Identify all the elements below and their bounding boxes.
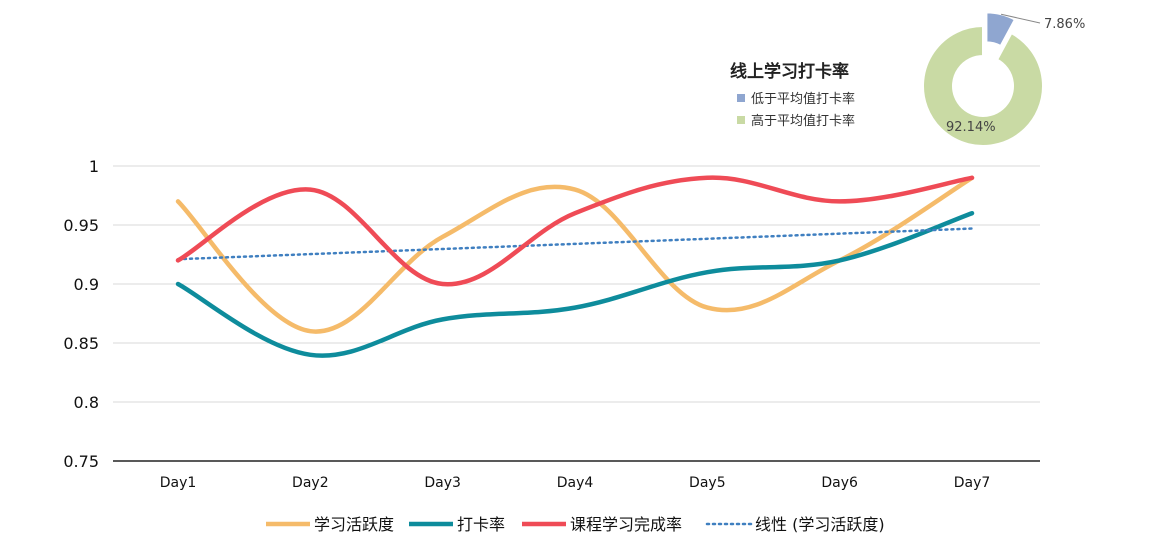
x-axis-ticks: Day1 Day2 Day3 Day4 Day5 Day6 Day7: [160, 475, 991, 491]
legend-label: 线性 (学习活跃度): [755, 515, 885, 534]
y-tick-label: 0.9: [74, 275, 99, 294]
series-line-trend: [176, 227, 974, 261]
series-lines: [175, 175, 975, 358]
donut-legend-swatch: [737, 94, 745, 102]
legend: 学习活跃度 打卡率 课程学习完成率 线性 (学习活跃度): [266, 515, 885, 534]
x-tick-label: Day4: [557, 475, 594, 491]
donut-data-label: 7.86%: [1044, 17, 1085, 32]
gridlines: [113, 165, 1040, 403]
donut-slice: [922, 24, 1044, 147]
legend-label: 课程学习完成率: [570, 515, 682, 534]
x-tick-label: Day6: [821, 475, 858, 491]
legend-label: 打卡率: [457, 515, 505, 534]
y-axis-ticks: 1 0.95 0.9 0.85 0.8 0.75: [63, 157, 99, 471]
y-tick-label: 0.75: [63, 452, 99, 471]
y-tick-label: 0.85: [63, 334, 99, 353]
y-tick-label: 0.8: [74, 393, 99, 412]
donut-chart: 7.86% 92.14%: [922, 11, 1085, 147]
leader-line: [1000, 13, 1041, 24]
x-tick-label: Day3: [424, 475, 461, 491]
donut-legend-label: 低于平均值打卡率: [751, 91, 855, 107]
series-line-2: [175, 210, 975, 358]
donut-legend-swatch: [737, 116, 745, 124]
donut-slice: [985, 11, 1017, 48]
y-tick-label: 0.95: [63, 216, 99, 235]
donut-title: 线上学习打卡率: [730, 61, 849, 82]
y-tick-label: 1: [89, 157, 99, 176]
x-tick-label: Day5: [689, 475, 726, 491]
series-line-3: [175, 175, 975, 287]
donut-data-label: 92.14%: [946, 120, 996, 135]
x-tick-label: Day7: [954, 475, 991, 491]
x-tick-label: Day1: [160, 475, 197, 491]
x-tick-label: Day2: [292, 475, 329, 491]
donut-legend-label: 高于平均值打卡率: [751, 113, 855, 129]
legend-label: 学习活跃度: [314, 515, 394, 534]
